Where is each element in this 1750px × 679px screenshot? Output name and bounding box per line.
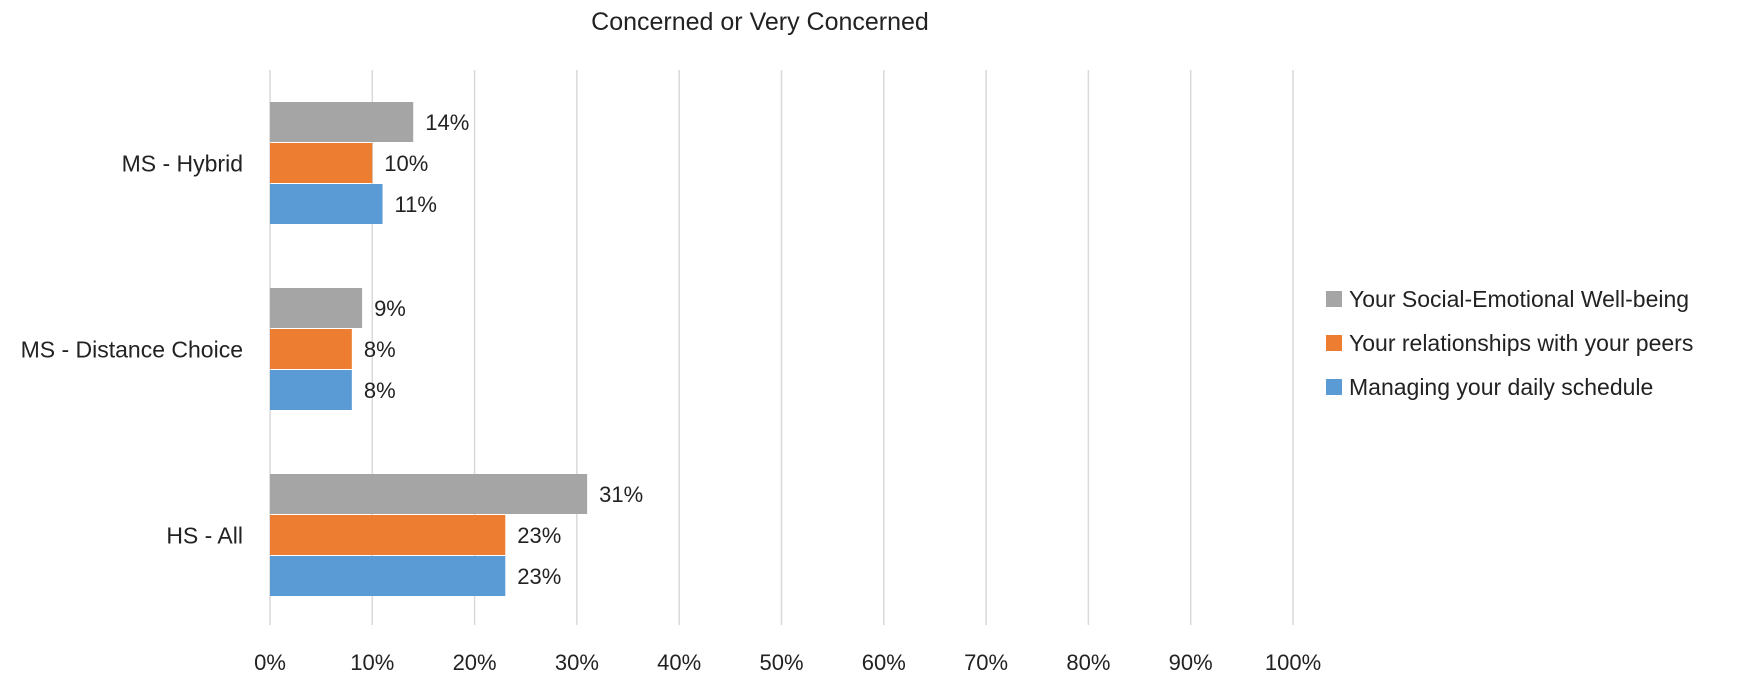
- bar: [270, 143, 373, 183]
- data-label: 14%: [425, 110, 469, 135]
- bar: [270, 474, 588, 514]
- data-label: 10%: [384, 151, 428, 176]
- legend-swatch: [1326, 335, 1342, 351]
- bar: [270, 102, 414, 142]
- data-label: 23%: [517, 523, 561, 548]
- data-label: 9%: [374, 296, 406, 321]
- legend-label: Your Social-Emotional Well-being: [1349, 286, 1689, 312]
- x-axis-ticks: 0% 10% 20% 30% 40% 50% 60% 70% 80% 90% 100%: [254, 650, 1321, 675]
- data-label: 8%: [364, 337, 396, 362]
- x-tick-label: 10%: [350, 650, 394, 675]
- x-tick-label: 100%: [1265, 650, 1321, 675]
- category-label: MS - Distance Choice: [21, 337, 243, 363]
- bar: [270, 329, 352, 369]
- bar: [270, 184, 383, 224]
- x-tick-label: 50%: [759, 650, 803, 675]
- data-label: 31%: [599, 482, 643, 507]
- x-tick-label: 90%: [1169, 650, 1213, 675]
- x-tick-label: 80%: [1066, 650, 1110, 675]
- bar: [270, 288, 363, 328]
- category-label: MS - Hybrid: [122, 151, 243, 177]
- data-label: 23%: [517, 564, 561, 589]
- x-tick-label: 20%: [453, 650, 497, 675]
- chart-title: Concerned or Very Concerned: [591, 8, 929, 36]
- legend-label: Your relationships with your peers: [1349, 330, 1693, 356]
- legend-swatch: [1326, 379, 1342, 395]
- legend-swatch: [1326, 291, 1342, 307]
- category-labels: MS - Hybrid MS - Distance Choice HS - All: [21, 151, 243, 549]
- data-labels: 14% 10% 11% 9% 8% 8% 31% 23% 23%: [364, 110, 643, 589]
- legend-label: Managing your daily schedule: [1349, 374, 1653, 400]
- x-tick-label: 40%: [657, 650, 701, 675]
- x-tick-label: 30%: [555, 650, 599, 675]
- x-tick-label: 60%: [862, 650, 906, 675]
- category-label: HS - All: [166, 523, 243, 549]
- data-label: 11%: [395, 192, 437, 217]
- x-tick-label: 0%: [254, 650, 286, 675]
- bars: [270, 102, 588, 596]
- bar: [270, 515, 506, 555]
- data-label: 8%: [364, 378, 396, 403]
- bar: [270, 556, 506, 596]
- x-tick-label: 70%: [964, 650, 1008, 675]
- bar: [270, 370, 352, 410]
- legend: Your Social-Emotional Well-being Your rel…: [1326, 286, 1693, 400]
